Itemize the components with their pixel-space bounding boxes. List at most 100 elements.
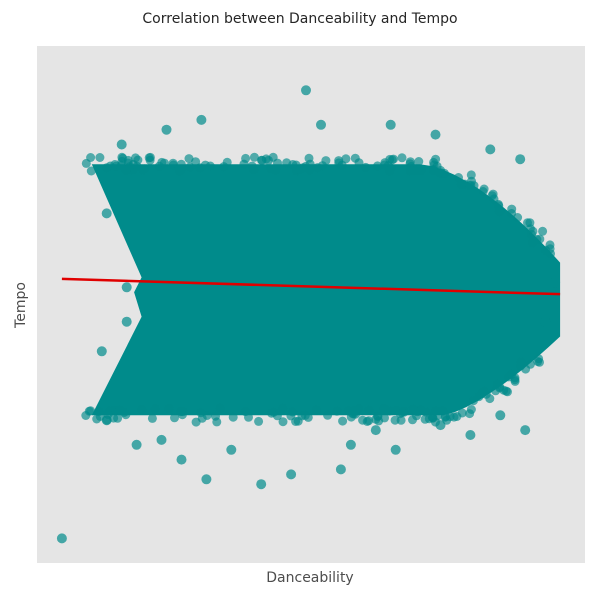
scatter-point [95,153,105,162]
scatter-point [121,316,132,327]
scatter-point [312,405,321,415]
scatter-point [332,406,342,416]
scatter-point [254,416,264,426]
scatter-point [286,469,297,480]
scatter-point [431,154,441,164]
scatter-point [485,144,496,155]
scatter-point [334,156,344,166]
scatter-point [440,168,449,178]
scatter-point [507,204,517,214]
scatter-point [147,413,157,423]
scatter-point [456,179,466,189]
scatter-point [288,407,298,417]
scatter-point [159,158,169,168]
scatter-point [540,316,551,327]
scatter-point [541,245,551,255]
scatter-point [494,201,504,211]
scatter-point [370,425,381,436]
scatter-point [137,405,147,414]
scatter-point [170,413,179,423]
scatter-point [81,158,91,168]
scatter-point [408,415,417,425]
scatter-point [405,166,415,176]
scatter-point [266,164,276,174]
scatter-point [454,173,463,182]
scatter-point [323,410,333,420]
dense-point-region [91,164,561,416]
scatter-point [430,129,441,140]
scatter-point [385,166,395,176]
scatter-point [256,479,267,490]
scatter-point [196,114,207,125]
scatter-point [499,385,509,395]
scatter-point [521,364,531,374]
scatter-point [301,161,311,171]
scatter-point [121,282,132,293]
scatter-point [550,277,561,288]
scatter-point [379,404,389,414]
scatter-point [278,417,288,427]
scatter-point [466,170,476,180]
scatter-point [469,396,478,406]
scatter-point [364,405,374,415]
scatter-point [527,238,537,248]
scatter-point [465,181,475,191]
scatter-point [226,444,237,455]
scatter-point [350,153,360,163]
scatter-point [191,157,201,167]
scatter-point [513,213,523,222]
scatter-point [132,161,142,171]
scatter-point [416,166,426,176]
scatter-point [535,357,544,367]
scatter-point [257,155,266,165]
scatter-point [92,414,102,424]
scatter-point [244,412,253,422]
scatter-point [465,409,475,419]
y-axis-label: Tempo [13,282,29,329]
scatter-point [94,407,104,417]
scatter-point [131,153,140,163]
scatter-point [176,454,187,465]
scatter-point [397,153,407,163]
scatter-point [164,404,174,414]
scatter-point [373,161,382,171]
scatter-point [335,464,346,475]
scatter-point [291,417,301,426]
scatter-point [338,416,348,426]
scatter-point [201,474,212,485]
scatter-point [489,194,499,204]
scatter-point [228,412,238,422]
scatter-point [493,379,502,389]
scatter-point [278,403,288,413]
scatter-point [428,413,438,423]
scatter-point [341,154,351,164]
scatter-point [96,346,107,357]
scatter-point [110,160,120,169]
scatter-point [86,166,96,176]
scatter-point [385,154,395,164]
scatter-point [313,163,322,173]
scatter-point [373,411,382,421]
scatter-point [102,163,112,173]
scatter-point [538,226,548,236]
scatter-point [479,386,489,396]
scatter-point [351,409,360,419]
scatter-point [385,119,396,130]
scatter-points [56,85,561,544]
scatter-point [478,187,488,196]
scatter-point [241,153,251,163]
scatter-point [267,408,276,418]
scatter-point [115,405,125,415]
scatter-point [510,376,520,386]
scatter-point [185,162,195,172]
scatter-point [121,165,131,175]
scatter-point [520,425,531,436]
scatter-point [495,410,506,421]
scatter-point [191,417,201,427]
x-axis-label: Danceability [266,570,353,586]
scatter-point [176,164,186,174]
scatter-point [452,412,462,421]
scatter-point [150,404,160,414]
scatter-point [301,85,311,96]
